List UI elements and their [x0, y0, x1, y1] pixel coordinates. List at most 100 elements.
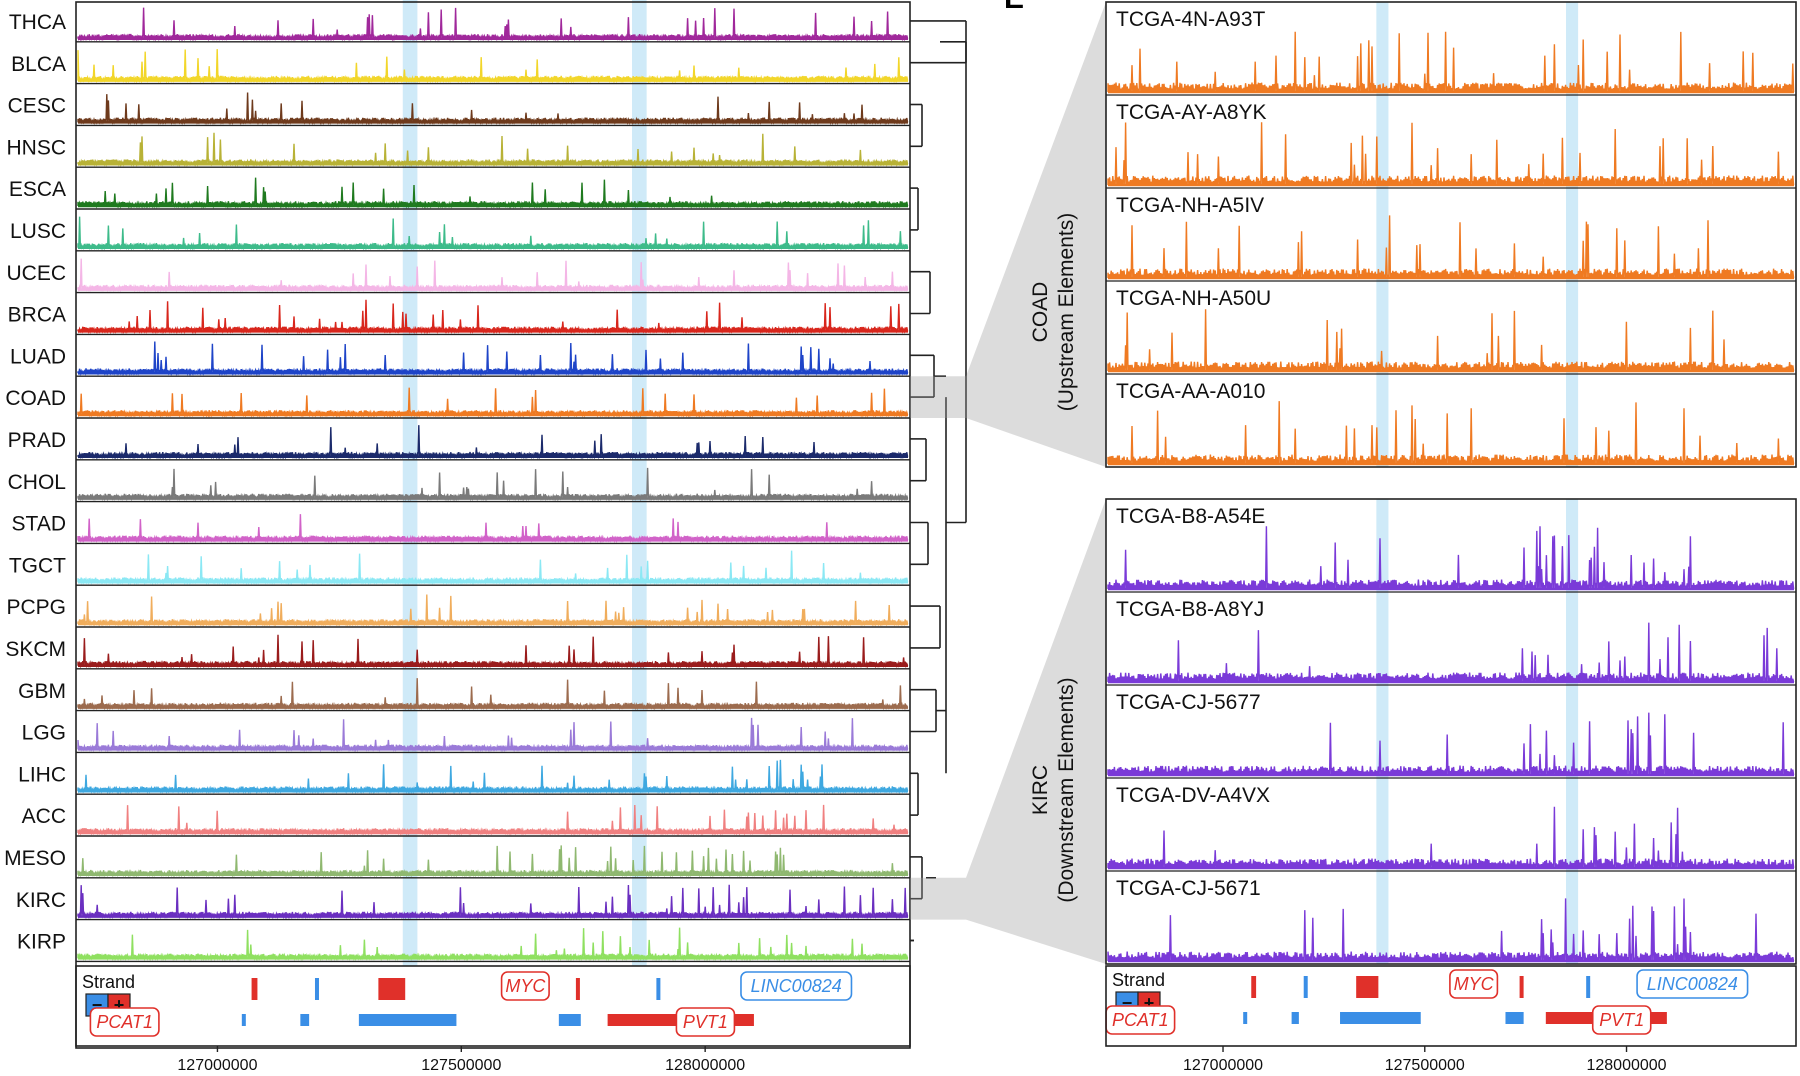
gene-track-right-frame [1105, 965, 1797, 1047]
signal-brca [77, 299, 909, 335]
signal-tcga-cj-5677 [1107, 712, 1795, 776]
sample-label-tcga-b8-a8yj: TCGA-B8-A8YJ [1116, 598, 1264, 621]
exon-block [378, 978, 406, 1000]
gene-label-pcat1: PCAT1 [96, 1012, 153, 1032]
signal-tcga-cj-5671 [1107, 898, 1795, 962]
gene-label-linc00824: LINC00824 [1647, 974, 1738, 994]
gene-track-left: Strand − + MYC LINC00824 PCAT1 PVT1 [75, 965, 911, 1047]
gene-box-myc [1449, 969, 1499, 999]
sample-label-tcga-ay-a8yk: TCGA-AY-A8YK [1116, 101, 1267, 124]
gene-box-pvt1 [675, 1007, 736, 1037]
signal-lgg [77, 717, 909, 753]
signal-tcga-ay-a8yk [1107, 122, 1795, 186]
signal-tcga-aa-a010 [1107, 401, 1795, 465]
track-label-brca: BRCA [8, 304, 66, 327]
gene-box-myc [500, 971, 550, 1001]
x-tick-label: 128000000 [665, 1057, 745, 1074]
signal-thca [77, 7, 909, 42]
exon-block [575, 978, 580, 1000]
coad-zoom-connector [910, 2, 1106, 467]
panel-letter: E [1004, 0, 1024, 15]
highlight-region-1 [1376, 2, 1389, 467]
highlight-region-1 [402, 0, 418, 966]
signal-coad [77, 387, 909, 418]
gene-label-myc: MYC [1454, 974, 1495, 994]
signal-acc [77, 804, 909, 836]
right-upper-panel: TCGA-4N-A93T TCGA-AY-A8YK TCGA-NH-A5IV TCGA… [1105, 1, 1797, 468]
sample-label-tcga-cj-5671: TCGA-CJ-5671 [1116, 877, 1261, 900]
exon-block [251, 978, 258, 1000]
exon-block [241, 1014, 246, 1026]
track-label-thca: THCA [9, 11, 66, 34]
signal-lihc [77, 759, 909, 794]
kirc-zoom-connector [910, 499, 1106, 964]
signal-tcga-nh-a5iv [1107, 215, 1795, 279]
signal-ucec [77, 258, 909, 293]
track-label-lgg: LGG [22, 722, 66, 745]
coad-group-label: COAD [1029, 282, 1052, 343]
x-tick-label: 128000000 [1586, 1057, 1666, 1074]
sample-label-tcga-nh-a5iv: TCGA-NH-A5IV [1116, 194, 1264, 217]
highlight-region-1 [1376, 499, 1389, 964]
x-tick-label: 127500000 [421, 1057, 501, 1074]
track-label-skcm: SKCM [5, 638, 66, 661]
signal-meso [77, 845, 909, 878]
exon-block [1356, 976, 1379, 998]
dendrogram [910, 20, 967, 942]
exon-block [358, 1014, 457, 1026]
signal-lusc [77, 216, 909, 251]
track-label-gbm: GBM [18, 680, 66, 703]
signal-gbm [77, 678, 909, 711]
strand-minus-symbol: − [1122, 993, 1133, 1013]
highlight-region-2 [1566, 499, 1579, 964]
strand-plus-symbol: + [114, 995, 125, 1015]
x-axis-right: 127000000 127500000 128000000 [1183, 1046, 1667, 1074]
signal-pcpg [77, 594, 909, 627]
track-label-prad: PRAD [8, 429, 66, 452]
signal-blca [77, 49, 909, 84]
track-label-kirc: KIRC [16, 889, 66, 912]
strand-label: Strand [1112, 970, 1165, 990]
highlight-region-2 [632, 0, 647, 966]
track-label-esca: ESCA [9, 178, 66, 201]
track-label-kirp: KIRP [17, 931, 66, 954]
kirc-panel-frame [1105, 498, 1797, 965]
gene-box-linc00824 [1636, 969, 1749, 999]
signal-tcga-4n-a93t [1107, 31, 1795, 93]
sample-label-tcga-b8-a54e: TCGA-B8-A54E [1116, 505, 1265, 528]
track-label-lihc: LIHC [18, 763, 66, 786]
signal-tcga-b8-a8yj [1107, 622, 1795, 683]
exon-block [558, 1014, 581, 1026]
gene-label-pvt1: PVT1 [1599, 1010, 1644, 1030]
signal-luad [77, 341, 909, 376]
sample-label-tcga-nh-a50u: TCGA-NH-A50U [1116, 287, 1271, 310]
track-label-pcpg: PCPG [6, 596, 66, 619]
gene-box-linc00824 [740, 971, 853, 1001]
signal-kirp [77, 927, 909, 962]
track-label-blca: BLCA [11, 53, 66, 76]
left-panel-frame [75, 1, 911, 1049]
sample-label-tcga-cj-5677: TCGA-CJ-5677 [1116, 691, 1261, 714]
zoom-connectors [910, 2, 1106, 964]
gene-track-right: Strand − + MYC LINC00824 PCAT1 PVT1 [1105, 965, 1797, 1047]
track-label-coad: COAD [5, 387, 66, 410]
signal-kirc [77, 884, 909, 920]
exon-block [314, 978, 319, 1000]
exon-block [1291, 1012, 1299, 1024]
exon-block [1243, 1012, 1248, 1024]
track-label-hnsc: HNSC [6, 136, 66, 159]
gene-box-pvt1 [1591, 1005, 1652, 1035]
signal-stad [77, 514, 909, 544]
signal-cesc [77, 92, 909, 126]
gene-label-pcat1: PCAT1 [1112, 1010, 1169, 1030]
strand-minus-symbol: − [92, 995, 103, 1015]
exon-block [1303, 976, 1308, 998]
exon-block [1251, 976, 1257, 998]
exon-block [1586, 976, 1591, 998]
signal-skcm [77, 634, 909, 669]
exon-block [1505, 1012, 1524, 1024]
exon-block [1519, 976, 1524, 998]
signal-prad [77, 425, 909, 460]
x-tick-label: 127000000 [1183, 1057, 1263, 1074]
